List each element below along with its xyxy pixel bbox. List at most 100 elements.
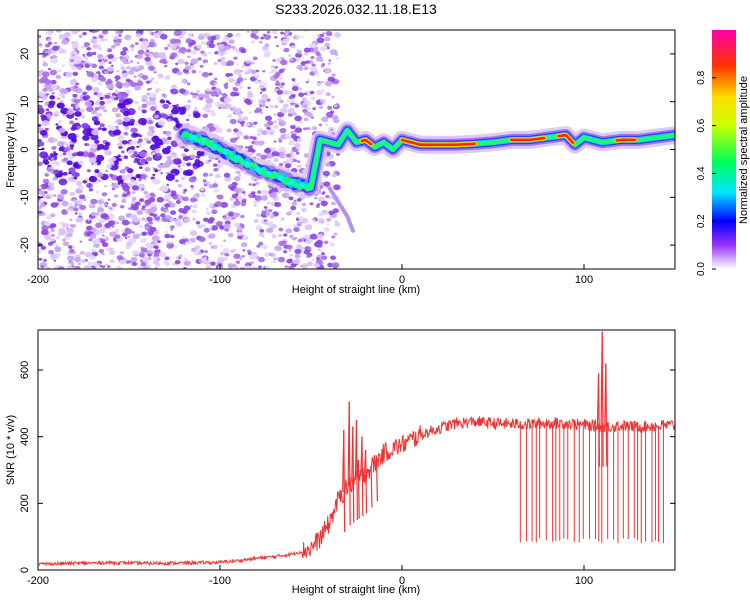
- noise-speckle: [42, 60, 46, 63]
- snr-spike: [369, 466, 372, 468]
- noise-speckle: [298, 92, 305, 98]
- noise-speckle: [161, 147, 171, 155]
- noise-speckle: [202, 113, 209, 119]
- noise-speckle: [38, 242, 43, 247]
- ridge-blob: [212, 144, 218, 150]
- noise-speckle: [294, 253, 301, 259]
- noise-speckle: [150, 100, 157, 106]
- noise-speckle: [190, 92, 194, 95]
- noise-speckle: [227, 218, 231, 221]
- noise-speckle: [273, 124, 279, 129]
- noise-speckle: [296, 151, 300, 155]
- noise-speckle: [189, 230, 198, 237]
- noise-speckle: [189, 205, 193, 208]
- noise-speckle: [256, 213, 261, 218]
- noise-speckle: [59, 154, 63, 158]
- noise-speckle: [58, 127, 66, 134]
- noise-speckle: [178, 254, 183, 258]
- spectrogram-x-label: Height of straight line (km): [292, 284, 420, 296]
- noise-speckle: [41, 224, 49, 231]
- noise-speckle: [251, 40, 256, 44]
- noise-speckle: [327, 105, 333, 110]
- noise-speckle: [38, 91, 45, 97]
- noise-speckle: [222, 248, 230, 253]
- noise-speckle: [166, 172, 170, 175]
- noise-speckle: [259, 91, 263, 94]
- noise-speckle: [69, 86, 77, 91]
- noise-speckle: [162, 94, 168, 98]
- noise-speckle: [325, 123, 329, 127]
- noise-speckle: [316, 74, 320, 77]
- noise-speckle: [165, 100, 170, 103]
- noise-speckle: [48, 166, 51, 169]
- noise-speckle: [244, 146, 248, 149]
- noise-speckle: [177, 167, 184, 172]
- noise-speckle: [264, 252, 271, 257]
- noise-speckle: [66, 144, 70, 147]
- noise-speckle: [141, 231, 148, 236]
- noise-speckle: [122, 98, 131, 105]
- noise-speckle: [100, 198, 104, 201]
- noise-speckle: [82, 128, 92, 136]
- noise-speckle: [214, 62, 217, 65]
- noise-speckle: [91, 109, 97, 115]
- noise-speckle: [196, 155, 201, 159]
- noise-speckle: [280, 107, 288, 114]
- noise-speckle: [163, 260, 169, 265]
- noise-speckle: [154, 245, 159, 250]
- noise-speckle: [309, 42, 316, 48]
- noise-speckle: [302, 108, 308, 113]
- noise-speckle: [38, 44, 43, 48]
- noise-speckle: [133, 152, 138, 156]
- noise-speckle: [74, 257, 81, 263]
- noise-speckle: [58, 178, 68, 186]
- noise-speckle: [285, 32, 289, 35]
- noise-speckle: [281, 240, 287, 245]
- noise-speckle: [266, 30, 271, 34]
- noise-speckle: [185, 38, 193, 44]
- noise-speckle: [276, 96, 283, 101]
- noise-speckle: [114, 234, 121, 239]
- noise-speckle: [187, 99, 192, 103]
- noise-speckle: [50, 57, 59, 64]
- noise-speckle: [330, 255, 336, 260]
- noise-speckle: [75, 180, 83, 186]
- ridge-blob: [201, 138, 207, 144]
- noise-speckle: [72, 207, 79, 212]
- noise-speckle: [272, 30, 278, 35]
- noise-speckle: [310, 96, 316, 101]
- noise-speckle: [151, 152, 156, 155]
- noise-speckle: [227, 263, 233, 268]
- noise-speckle: [127, 37, 131, 40]
- noise-speckle: [160, 162, 163, 165]
- noise-speckle: [213, 163, 218, 167]
- noise-speckle: [303, 47, 311, 53]
- noise-speckle: [159, 99, 166, 104]
- noise-speckle: [98, 65, 104, 70]
- noise-speckle: [208, 233, 216, 239]
- snr-series: [38, 331, 675, 567]
- noise-speckle: [138, 224, 143, 229]
- noise-speckle: [182, 196, 189, 202]
- noise-speckle: [194, 107, 198, 110]
- noise-speckle: [189, 154, 197, 160]
- noise-speckle: [236, 77, 244, 83]
- noise-speckle: [250, 124, 255, 128]
- noise-speckle: [225, 82, 229, 85]
- noise-speckle: [47, 242, 53, 246]
- noise-speckle: [140, 262, 147, 267]
- noise-speckle: [208, 51, 212, 55]
- noise-speckle: [121, 174, 130, 181]
- noise-speckle: [273, 157, 279, 163]
- noise-speckle: [166, 118, 172, 123]
- noise-speckle: [242, 249, 246, 252]
- noise-speckle: [44, 173, 49, 177]
- noise-speckle: [234, 188, 240, 193]
- noise-speckle: [184, 65, 192, 71]
- noise-speckle: [253, 140, 260, 146]
- noise-speckle: [325, 112, 334, 119]
- noise-speckle: [125, 96, 129, 99]
- noise-speckle: [333, 232, 338, 236]
- noise-speckle: [318, 123, 323, 127]
- noise-speckle: [69, 261, 74, 265]
